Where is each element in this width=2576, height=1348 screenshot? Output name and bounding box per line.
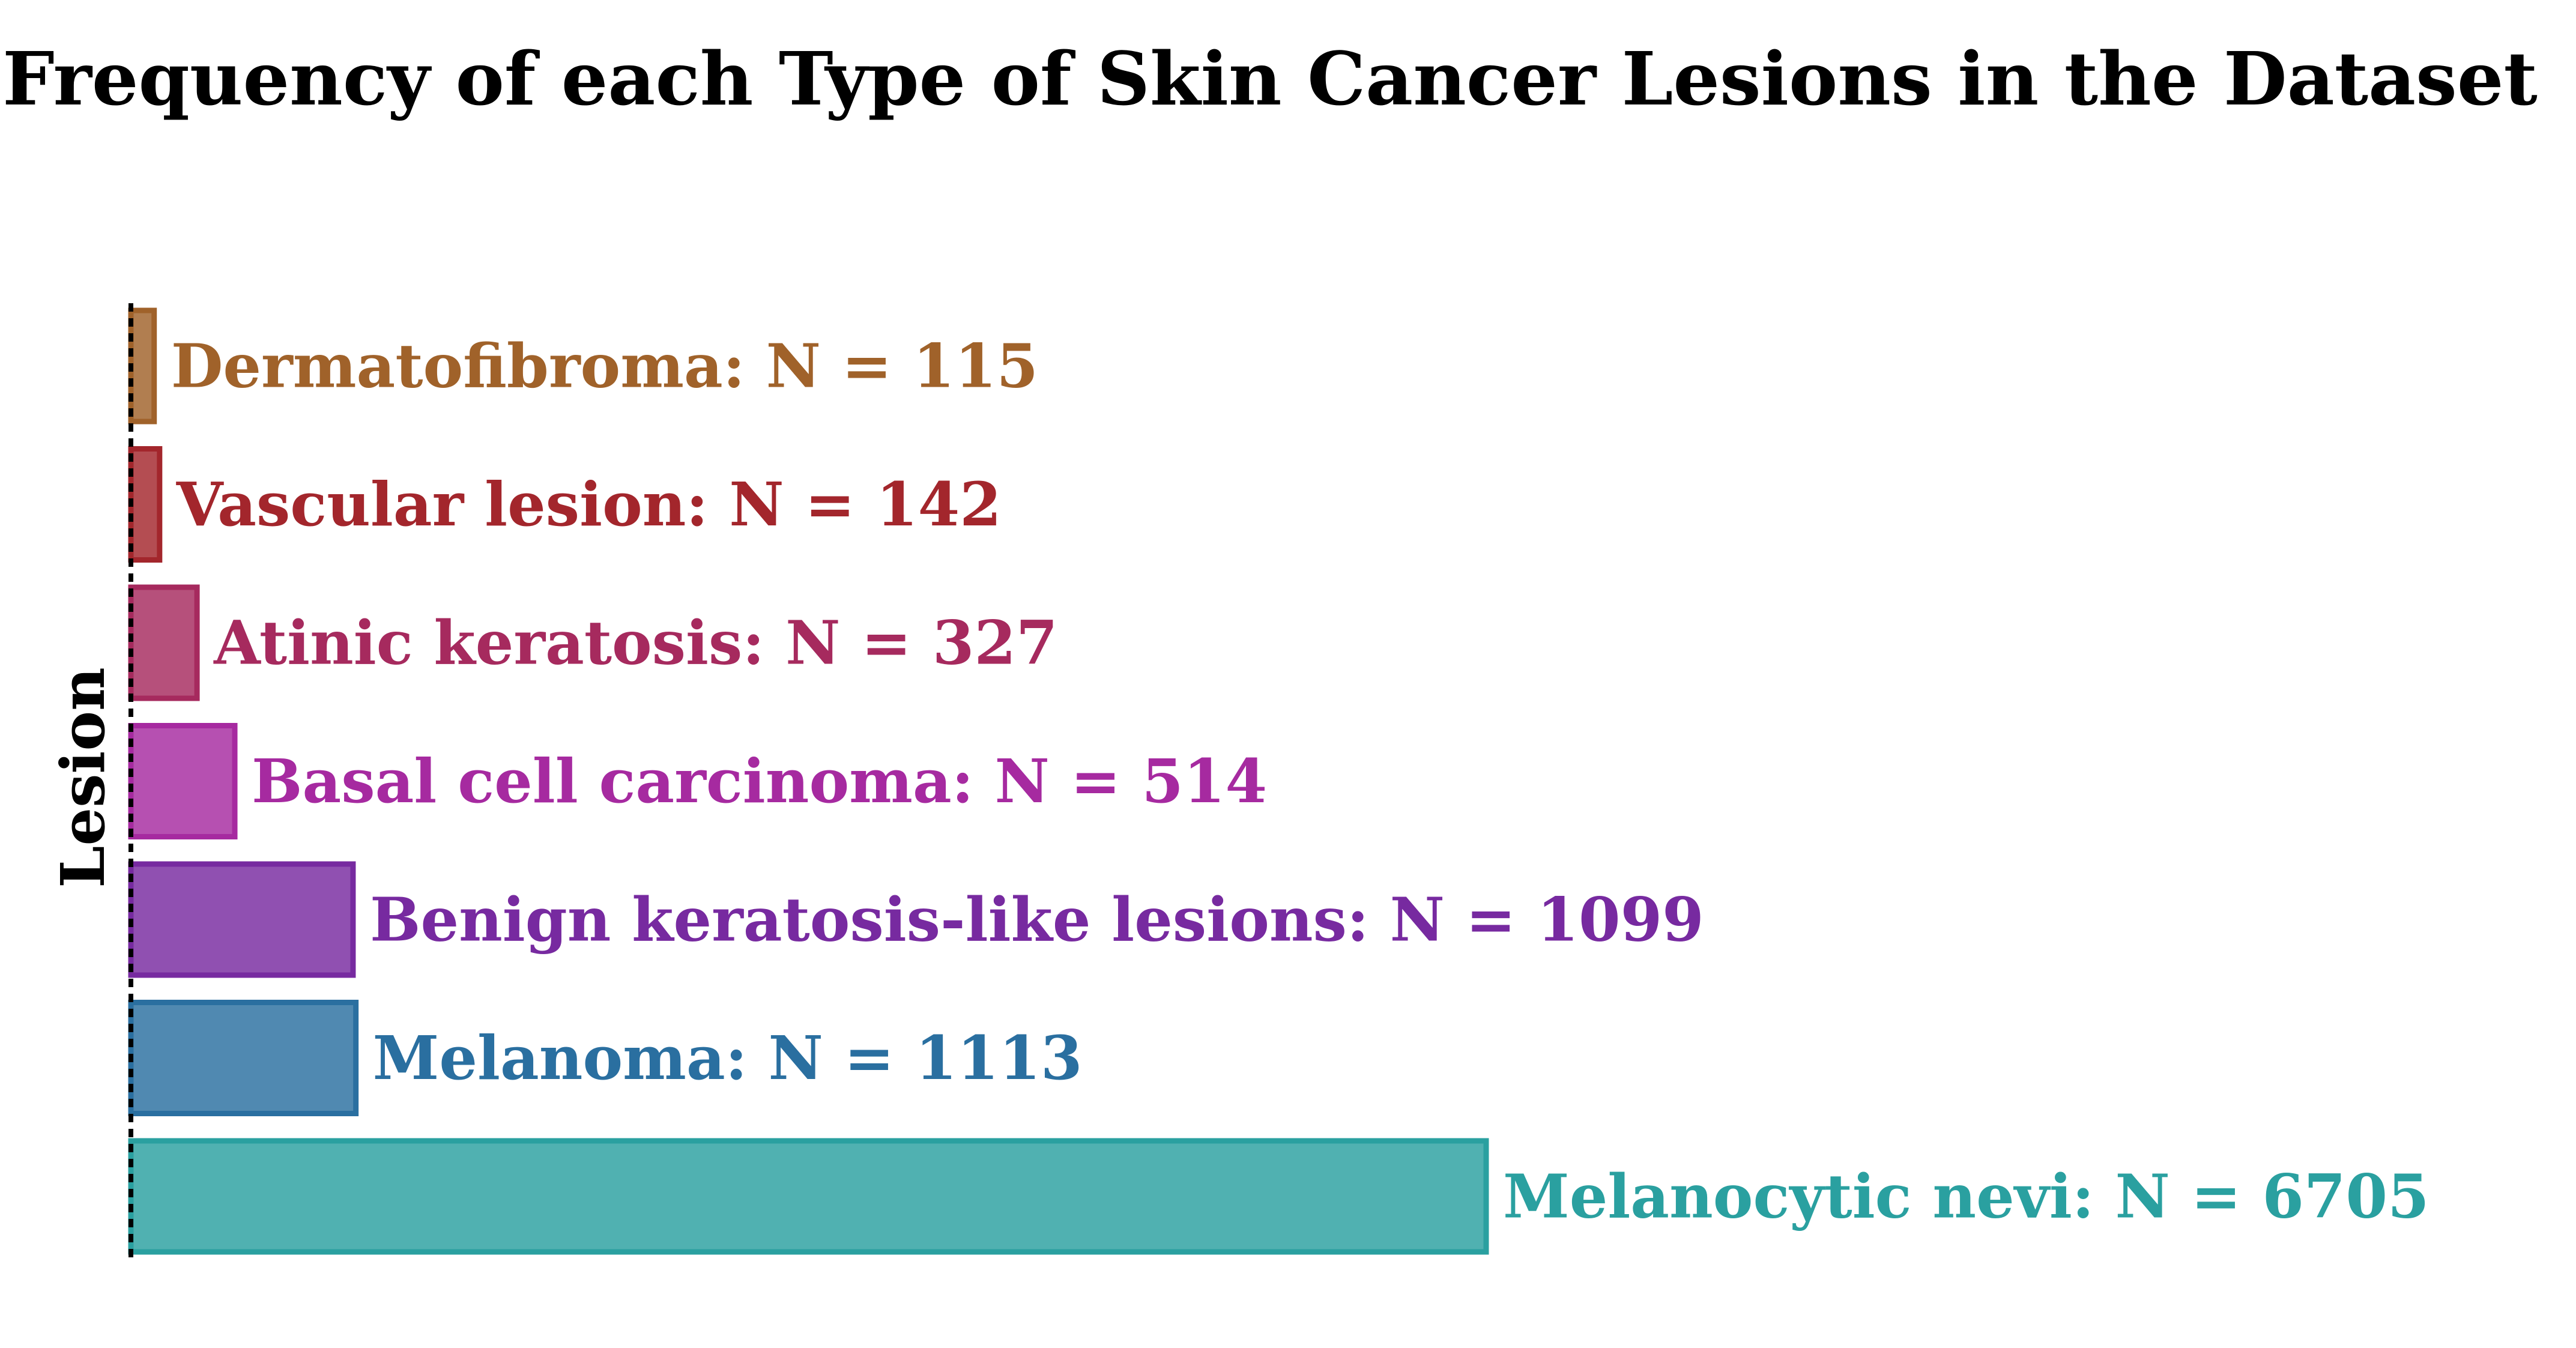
bar-basal-cell-carcinoma xyxy=(128,723,238,839)
bar-label-atinic-keratosis: Atinic keratosis: N = 327 xyxy=(213,608,1058,679)
bar-label-basal-cell-carcinoma: Basal cell carcinoma: N = 514 xyxy=(252,746,1267,817)
bar-benign-keratosis-like-lesions xyxy=(128,861,356,978)
bar-atinic-keratosis xyxy=(128,584,200,701)
bar-label-benign-keratosis-like-lesions: Benign keratosis-like lesions: N = 1099 xyxy=(370,884,1704,955)
bar-melanoma xyxy=(128,1000,359,1116)
bar-melanocytic-nevi xyxy=(128,1138,1489,1255)
bar-label-melanocytic-nevi: Melanocytic nevi: N = 6705 xyxy=(1503,1161,2429,1232)
bar-vascular-lesion xyxy=(128,446,163,563)
bar-label-melanoma: Melanoma: N = 1113 xyxy=(373,1023,1083,1093)
bar-dermatofibroma xyxy=(128,307,157,425)
bar-label-vascular-lesion: Vascular lesion: N = 142 xyxy=(176,469,1002,540)
bar-label-dermatofibroma: Dermatofibroma: N = 115 xyxy=(171,331,1038,402)
chart-title: Frequency of each Type of Skin Cancer Le… xyxy=(2,35,2538,122)
